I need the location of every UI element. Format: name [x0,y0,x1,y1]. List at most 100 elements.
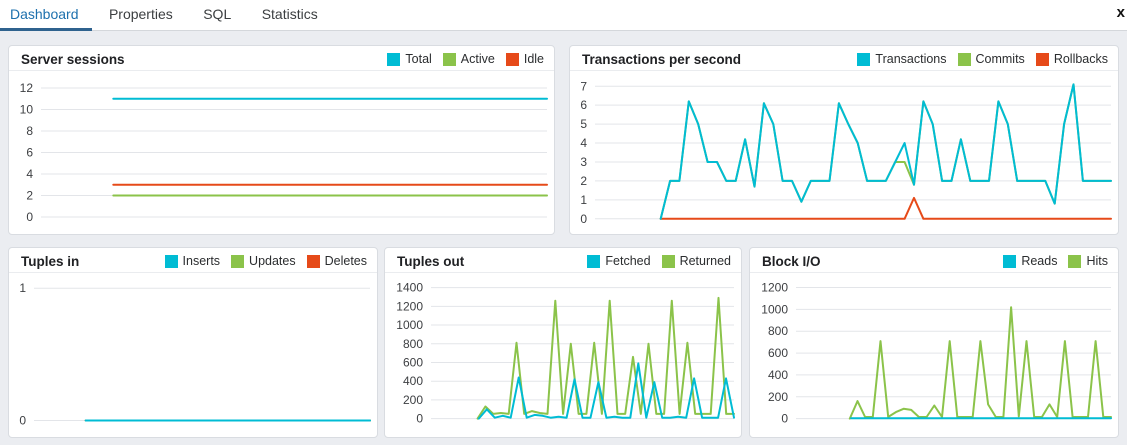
legend-label: Idle [523,52,544,66]
panel-title: Block I/O [762,253,821,269]
svg-text:1200: 1200 [396,299,423,313]
legend-label: Updates [249,254,296,268]
svg-text:1200: 1200 [761,281,788,295]
svg-text:200: 200 [768,390,788,404]
svg-text:12: 12 [20,81,34,95]
svg-text:4: 4 [26,167,33,181]
svg-text:600: 600 [768,346,788,360]
svg-text:1: 1 [580,193,587,207]
chart-tuples-out: 0 200 400 600 800 1000 1200 1400 [385,273,741,437]
chart-block-io: 0 200 400 600 800 1000 1200 [750,273,1118,437]
legend-swatch [231,254,245,268]
legend-item-updates[interactable]: Updates [231,254,296,268]
svg-text:6: 6 [580,98,587,112]
legend-item-inserts[interactable]: Inserts [164,254,221,268]
svg-text:1: 1 [19,281,26,295]
legend-label: Active [460,52,495,66]
legend-item-hits[interactable]: Hits [1068,254,1108,268]
legend-item-total[interactable]: Total [387,52,432,66]
panel-title: Tuples in [21,253,80,269]
legend-label: Inserts [182,254,221,268]
panel-header: Server sessions Total Active Idle [9,46,554,71]
tab-bar: Dashboard Properties SQL Statistics x [0,0,1127,31]
legend-swatch [857,52,871,66]
svg-text:0: 0 [781,412,788,426]
legend-label: Hits [1086,254,1108,268]
tab-sql[interactable]: SQL [203,6,232,22]
legend-label: Returned [679,254,731,268]
legend-item-fetched[interactable]: Fetched [587,254,651,268]
svg-text:2: 2 [26,188,33,202]
legend-swatch [387,52,401,66]
svg-text:800: 800 [403,337,423,351]
legend-swatch [505,52,519,66]
legend-swatch [957,52,971,66]
legend-item-transactions[interactable]: Transactions [857,52,947,66]
legend: Transactions Commits Rollbacks [846,52,1108,66]
legend-item-active[interactable]: Active [442,52,495,66]
panel-server-sessions: Server sessions Total Active Idle 0 2 4 6 8 10 1… [8,45,555,235]
legend-item-idle[interactable]: Idle [505,52,544,66]
legend-item-commits[interactable]: Commits [957,52,1025,66]
svg-text:0: 0 [19,413,26,427]
panel-header: Block I/O Reads Hits [750,248,1118,273]
legend-swatch [661,254,675,268]
panel-header: Transactions per second Transactions Comm… [570,46,1118,71]
svg-text:200: 200 [403,393,423,407]
close-icon[interactable]: x [1116,4,1125,21]
svg-text:5: 5 [580,117,587,131]
legend-label: Transactions [875,52,947,66]
svg-text:3: 3 [580,155,587,169]
chart-server-sessions: 0 2 4 6 8 10 12 [9,71,554,234]
legend: Reads Hits [992,254,1108,268]
svg-text:800: 800 [768,324,788,338]
svg-text:1400: 1400 [396,281,423,295]
svg-text:600: 600 [403,355,423,369]
legend-item-reads[interactable]: Reads [1003,254,1057,268]
dashboard-content: Server sessions Total Active Idle 0 2 4 6 8 10 1… [0,31,1127,445]
tab-dashboard[interactable]: Dashboard [0,0,92,31]
legend-label: Total [405,52,432,66]
panel-title: Transactions per second [582,51,742,67]
svg-text:8: 8 [26,124,33,138]
svg-text:7: 7 [580,79,587,93]
legend-item-deletes[interactable]: Deletes [306,254,367,268]
svg-text:1000: 1000 [396,318,423,332]
legend: Fetched Returned [576,254,731,268]
legend: Total Active Idle [376,52,544,66]
legend-label: Commits [975,52,1025,66]
legend-swatch [306,254,320,268]
legend-swatch [164,254,178,268]
chart-transactions-per-second: 0 1 2 3 4 5 6 7 [570,71,1118,234]
legend-item-rollbacks[interactable]: Rollbacks [1035,52,1108,66]
tab-properties[interactable]: Properties [108,6,173,22]
panel-header: Tuples out Fetched Returned [385,248,741,273]
svg-text:10: 10 [20,103,34,117]
svg-text:400: 400 [403,374,423,388]
svg-text:6: 6 [26,146,33,160]
legend-label: Deletes [324,254,367,268]
legend-item-returned[interactable]: Returned [661,254,731,268]
legend-swatch [1035,52,1049,66]
svg-text:0: 0 [416,412,423,426]
svg-text:4: 4 [580,136,587,150]
legend-swatch [1068,254,1082,268]
legend-swatch [442,52,456,66]
svg-text:0: 0 [580,212,587,226]
tab-statistics[interactable]: Statistics [261,6,318,22]
legend-swatch [1003,254,1017,268]
svg-text:0: 0 [26,210,33,224]
legend-swatch [587,254,601,268]
panel-block-io: Block I/O Reads Hits 0 200 400 600 800 1000 120… [749,247,1119,438]
legend-label: Rollbacks [1053,52,1108,66]
panel-title: Server sessions [21,51,125,67]
legend-label: Fetched [605,254,651,268]
legend-label: Reads [1021,254,1058,268]
panel-title: Tuples out [397,253,465,269]
panel-tuples-out: Tuples out Fetched Returned 0 200 400 600 800… [384,247,742,438]
panel-transactions-per-second: Transactions per second Transactions Comm… [569,45,1119,235]
svg-text:2: 2 [580,174,587,188]
svg-text:1000: 1000 [761,302,788,316]
